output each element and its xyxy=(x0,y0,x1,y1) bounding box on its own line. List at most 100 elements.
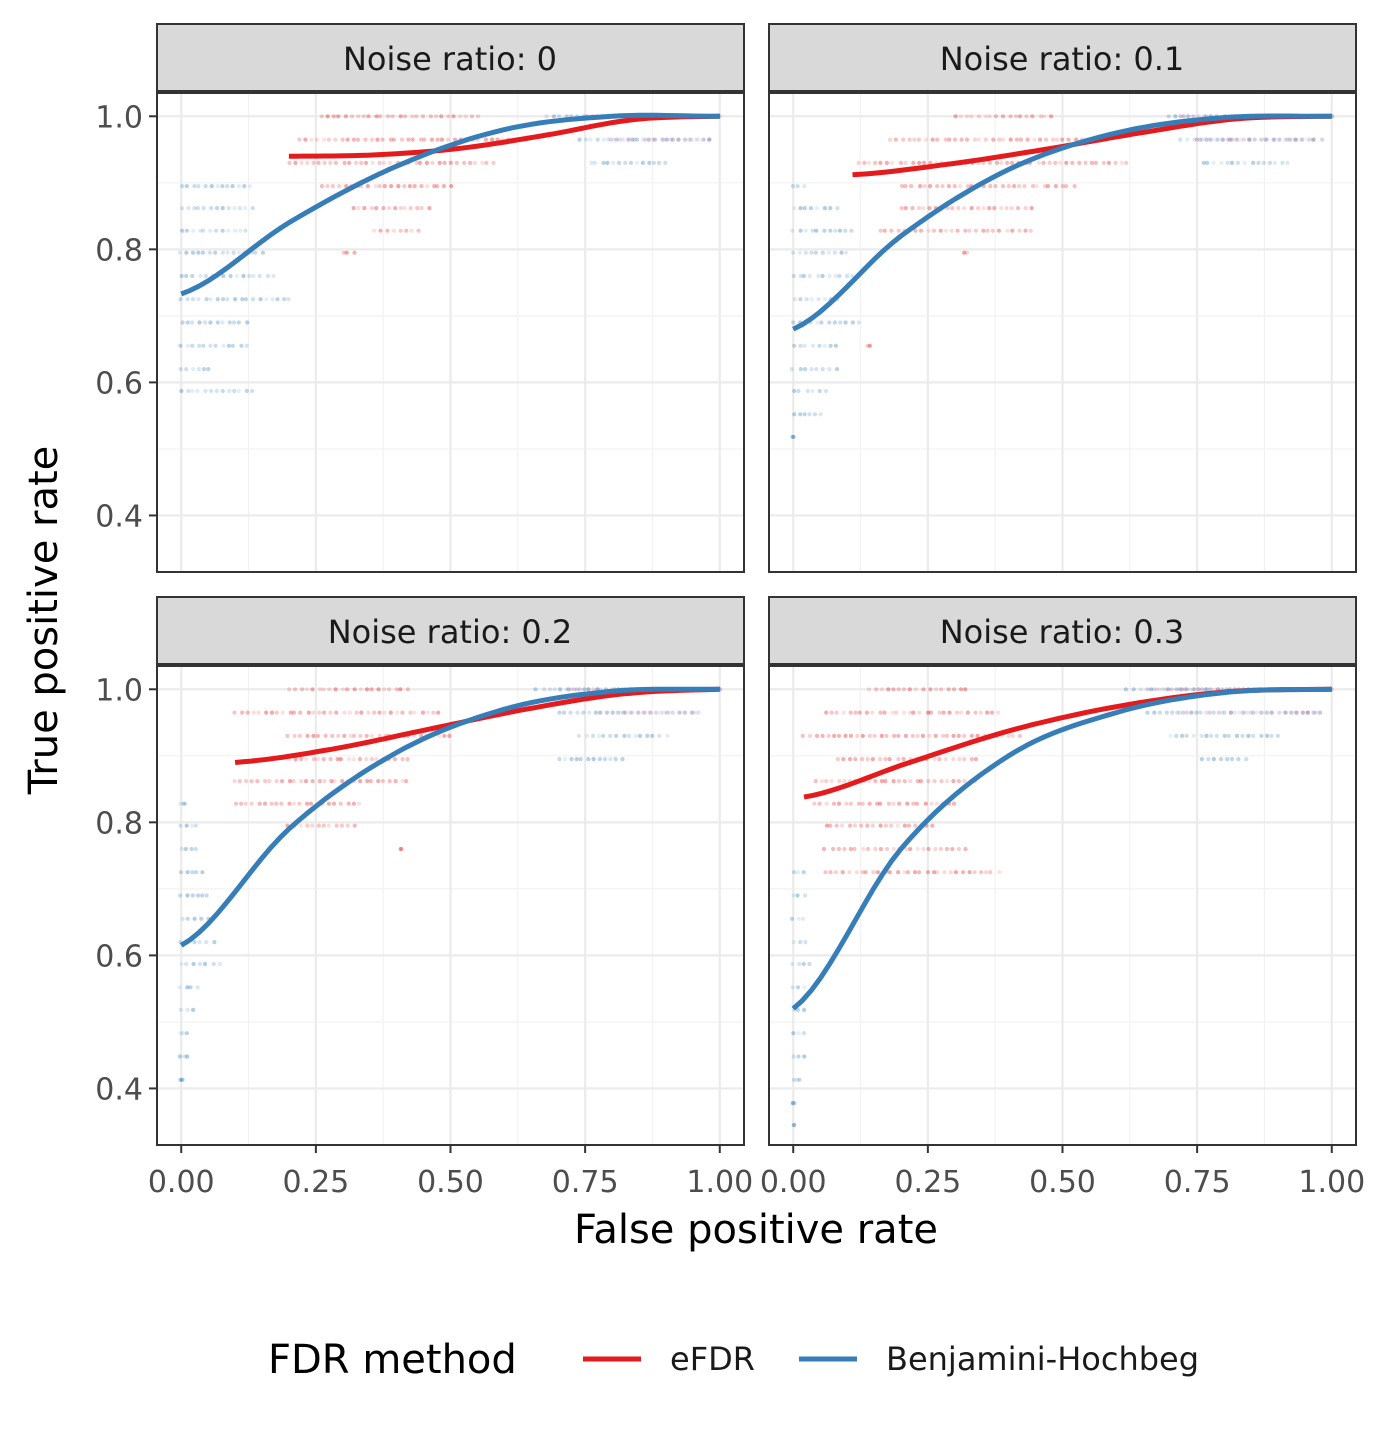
data-point xyxy=(870,710,875,715)
data-point xyxy=(209,206,214,211)
data-point xyxy=(390,114,395,119)
data-point xyxy=(358,733,363,739)
data-point xyxy=(978,710,983,715)
data-point xyxy=(926,710,931,715)
data-point xyxy=(312,757,317,762)
data-point xyxy=(927,733,932,739)
data-point xyxy=(209,184,214,189)
data-point xyxy=(432,184,437,189)
data-point xyxy=(1064,160,1069,165)
data-point xyxy=(687,137,692,142)
data-point xyxy=(909,184,914,189)
data-point xyxy=(303,779,309,784)
data-point xyxy=(947,710,952,715)
data-point xyxy=(359,710,364,715)
data-point xyxy=(293,160,298,165)
data-point xyxy=(203,320,208,325)
data-point xyxy=(388,710,393,715)
data-point xyxy=(1294,710,1299,715)
data-point xyxy=(791,1122,797,1128)
points-bh xyxy=(790,687,1335,1128)
data-point xyxy=(1214,733,1219,739)
data-point xyxy=(1017,228,1022,233)
data-point xyxy=(197,961,203,967)
data-point xyxy=(905,801,910,806)
data-point xyxy=(707,137,712,142)
data-point xyxy=(230,343,235,348)
data-point xyxy=(574,757,579,762)
data-point xyxy=(823,870,828,875)
data-point xyxy=(185,343,190,348)
data-point xyxy=(298,710,303,715)
data-point xyxy=(177,985,182,990)
data-point xyxy=(241,273,246,279)
data-point xyxy=(352,823,357,828)
data-point xyxy=(425,184,430,189)
data-point xyxy=(1016,184,1022,189)
data-point xyxy=(340,687,345,692)
data-point xyxy=(917,160,922,165)
points-efdr xyxy=(232,687,452,852)
data-point xyxy=(916,137,922,142)
data-point xyxy=(901,687,907,692)
data-point xyxy=(201,343,206,348)
data-point xyxy=(882,228,887,233)
data-point xyxy=(1022,184,1027,189)
data-point xyxy=(867,801,872,806)
data-point xyxy=(967,228,972,233)
data-point xyxy=(203,184,208,189)
data-point xyxy=(1072,184,1077,189)
data-point xyxy=(695,137,701,142)
data-point xyxy=(979,870,984,875)
data-point xyxy=(626,733,632,739)
data-point xyxy=(856,160,861,165)
data-point xyxy=(602,757,608,762)
data-point xyxy=(1267,160,1273,165)
data-point xyxy=(617,160,622,165)
data-point xyxy=(669,137,674,142)
data-point xyxy=(866,160,871,165)
data-point xyxy=(1249,710,1254,715)
data-point xyxy=(314,137,319,142)
data-point xyxy=(189,320,195,325)
data-point xyxy=(244,343,249,348)
data-point xyxy=(351,137,356,142)
data-point xyxy=(791,320,796,325)
data-point xyxy=(682,137,688,142)
data-point xyxy=(884,733,889,739)
data-point xyxy=(441,184,446,189)
x-axis-title: False positive rate xyxy=(574,1207,938,1253)
data-point xyxy=(901,137,906,142)
data-point xyxy=(542,687,547,692)
data-point xyxy=(325,114,330,119)
data-point xyxy=(363,137,368,142)
data-point xyxy=(298,757,304,762)
data-point xyxy=(417,160,423,165)
data-point xyxy=(862,160,867,165)
data-point xyxy=(951,757,956,762)
data-point xyxy=(346,757,351,762)
data-point xyxy=(181,801,186,806)
data-point xyxy=(878,801,883,806)
data-point xyxy=(177,1077,182,1082)
data-point xyxy=(823,388,829,394)
data-point xyxy=(991,137,996,142)
data-point xyxy=(665,733,670,739)
data-point xyxy=(820,273,825,279)
data-point xyxy=(181,1031,186,1036)
data-point xyxy=(402,206,407,211)
data-point xyxy=(956,846,962,852)
data-point xyxy=(833,870,839,875)
data-point xyxy=(190,273,195,279)
data-point xyxy=(483,137,488,142)
data-point xyxy=(1149,687,1154,692)
data-point xyxy=(330,184,335,189)
data-point xyxy=(1017,733,1023,739)
y-axis-ticks: 0.4 0.6 0.8 1.0 0.4 0.6 0.8 1.0 xyxy=(95,100,157,1107)
data-point xyxy=(576,733,582,739)
data-point xyxy=(227,388,232,394)
data-point xyxy=(1225,160,1230,165)
data-point xyxy=(920,733,926,739)
data-point xyxy=(821,846,827,852)
data-point xyxy=(987,160,993,165)
